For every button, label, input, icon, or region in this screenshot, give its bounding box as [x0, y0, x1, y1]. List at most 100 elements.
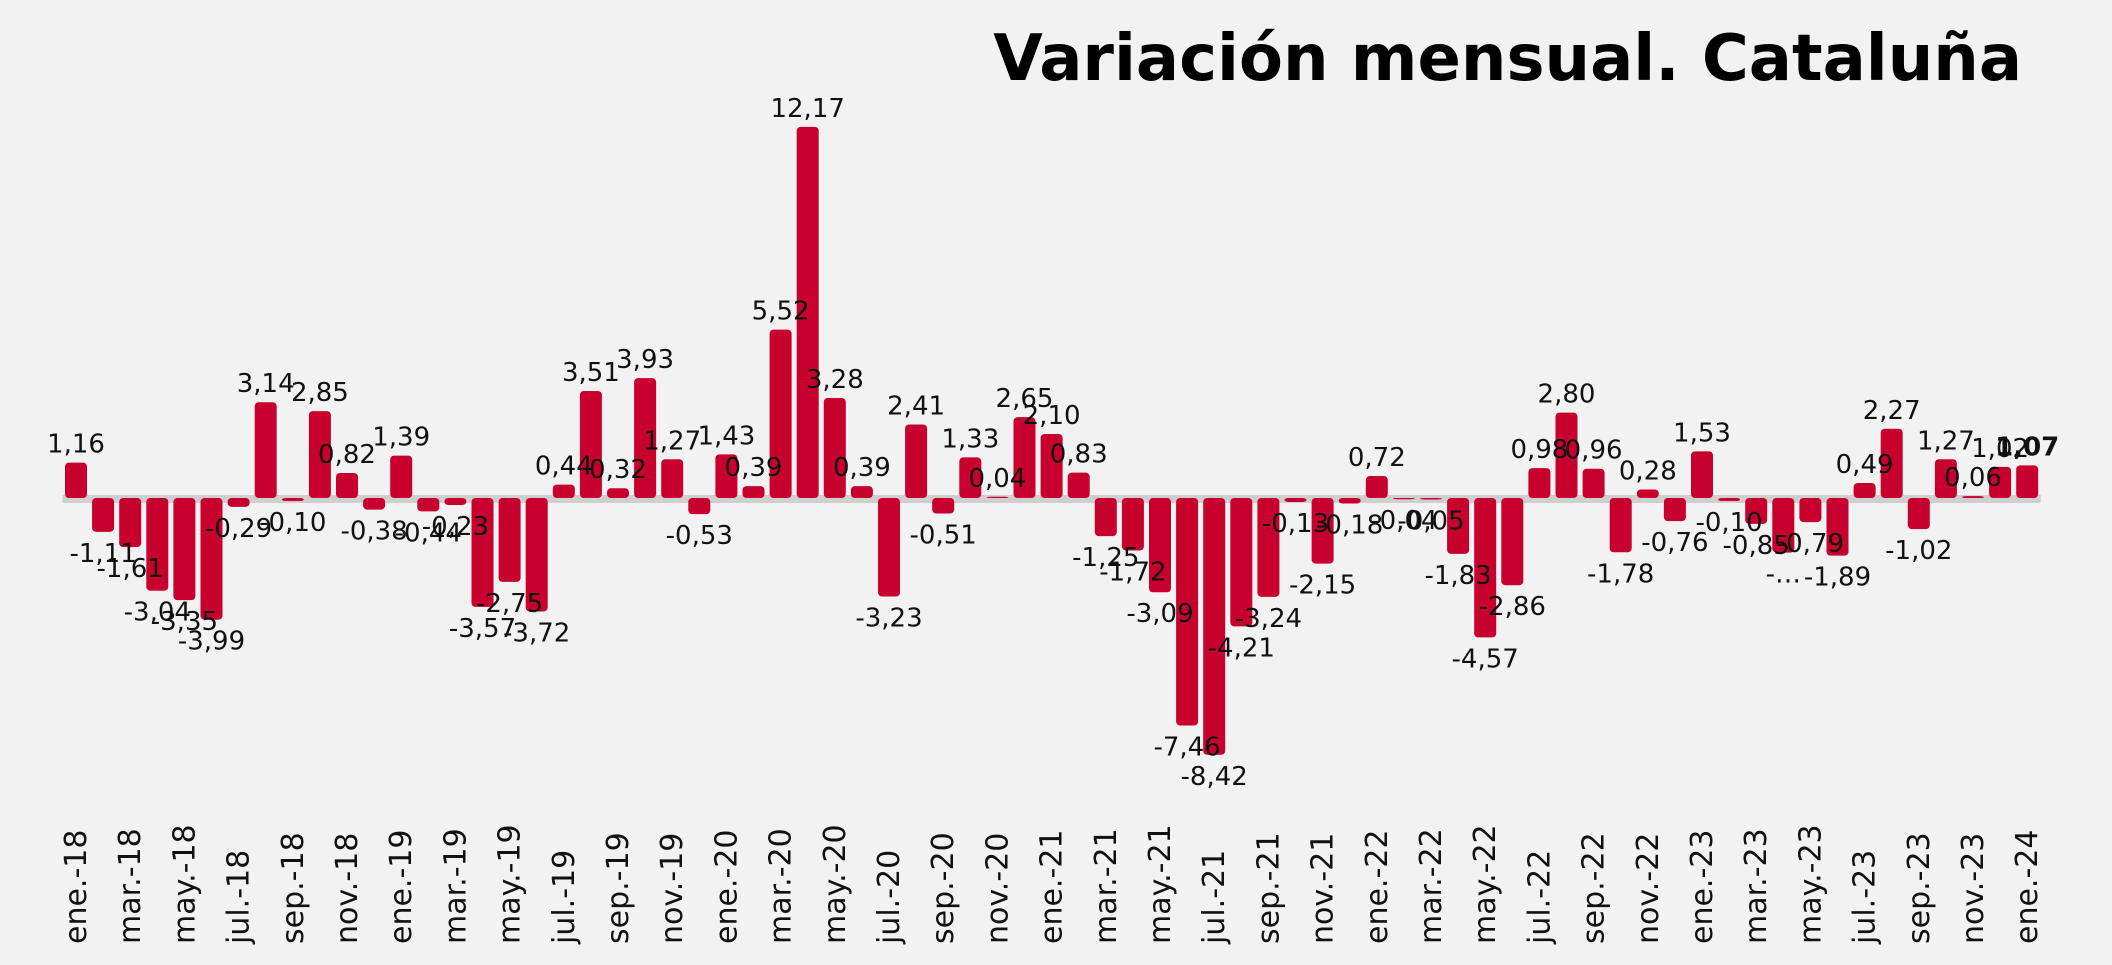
x-tick-label-jul.-21: jul.-21 — [1197, 850, 1232, 945]
bar-dic.-23 — [1989, 466, 2012, 498]
value-label-mar.-21: -1,25 — [1072, 543, 1139, 573]
bar-ene.-22 — [1365, 476, 1388, 498]
bar-jun.-21 — [1176, 498, 1199, 726]
bar-oct.-18 — [308, 411, 331, 498]
value-label-sep.-20: -0,51 — [910, 521, 977, 551]
bar-abr.-20 — [796, 126, 819, 498]
bar-jun.-18 — [200, 498, 223, 620]
value-label-sep.-23: -1,02 — [1885, 536, 1952, 566]
value-label-may.-22: -4,57 — [1452, 644, 1519, 674]
x-tick-label-nov.-23: nov.-23 — [1956, 833, 1991, 944]
x-tick-label-jul.-18: jul.-18 — [222, 850, 257, 945]
bar-feb.-23 — [1718, 498, 1741, 502]
value-label-jul.-18: -0,29 — [205, 514, 272, 544]
value-label-ago.-23: 2,27 — [1863, 396, 1921, 426]
value-label-mar.-20: 5,52 — [752, 297, 810, 327]
value-label-sep.-19: 0,32 — [589, 455, 647, 485]
bar-nov.-21 — [1311, 498, 1334, 564]
value-label-mar.-19: -0,23 — [422, 512, 489, 542]
value-label-dic.-20: 2,65 — [996, 384, 1054, 414]
value-label-oct.-23: 1,27 — [1917, 426, 1975, 456]
x-tick-label-sep.-23: sep.-23 — [1902, 832, 1937, 944]
value-label-jul.-19: 0,44 — [535, 452, 593, 482]
value-label-jul.-21: -8,42 — [1181, 762, 1248, 792]
x-tick-label-may.-18: may.-18 — [167, 824, 202, 944]
bar-nov.-23 — [1962, 496, 1984, 498]
bar-nov.-18 — [336, 472, 358, 498]
bar-ago.-20 — [905, 424, 928, 498]
bar-nov.-22 — [1636, 489, 1659, 498]
value-label-jun.-21: -7,46 — [1153, 733, 1220, 763]
bar-ago.-22 — [1555, 412, 1578, 498]
value-label-abr.-23: -… — [1766, 560, 1801, 590]
value-label-sep.-22: 0,96 — [1565, 436, 1623, 466]
bar-jul.-19 — [552, 484, 575, 498]
value-label-ago.-18: 3,14 — [237, 369, 295, 399]
bar-oct.-22 — [1609, 498, 1632, 553]
bar-ene.-18 — [65, 462, 87, 498]
value-label-dic.-19: -0,53 — [666, 521, 733, 551]
value-label-jun.-22: -2,86 — [1479, 592, 1546, 622]
bar-feb.-18 — [92, 498, 115, 532]
value-label-jun.-18: -3,99 — [178, 627, 245, 657]
bar-mar.-20 — [769, 329, 792, 498]
x-tick-label-sep.-20: sep.-20 — [926, 832, 961, 944]
value-label-oct.-19: 3,93 — [616, 345, 674, 375]
value-label-jul.-20: -3,23 — [855, 604, 922, 634]
bar-feb.-21 — [1067, 472, 1090, 498]
x-tick-label-sep.-21: sep.-21 — [1251, 832, 1286, 944]
x-tick-label-jul.-22: jul.-22 — [1522, 850, 1557, 945]
bar-jul.-18 — [227, 498, 250, 507]
value-label-ene.-18: 1,16 — [47, 430, 105, 460]
bar-jun.-20 — [850, 486, 873, 498]
x-tick-label-ene.-18: ene.-18 — [59, 830, 94, 944]
x-tick-label-ene.-19: ene.-19 — [384, 830, 419, 944]
value-label-abr.-20: 12,17 — [770, 94, 844, 124]
value-label-may.-23: -0,79 — [1777, 529, 1844, 559]
x-tick-label-mar.-21: mar.-21 — [1089, 828, 1124, 944]
bar-mar.-21 — [1094, 498, 1117, 537]
bar-sep.-18 — [281, 498, 304, 502]
bar-sep.-20 — [932, 498, 955, 514]
x-tick-label-ene.-20: ene.-20 — [709, 830, 744, 944]
bar-may.-20 — [823, 397, 846, 498]
bar-oct.-19 — [634, 378, 657, 498]
value-label-abr.-18: -3,04 — [124, 598, 191, 628]
x-tick-label-nov.-20: nov.-20 — [980, 833, 1015, 944]
x-tick-label-ene.-24: ene.-24 — [2010, 830, 2045, 944]
bar-dic.-20 — [1013, 417, 1036, 498]
bar-jun.-22 — [1501, 498, 1524, 586]
value-label-dic.-22: -0,76 — [1641, 528, 1708, 558]
value-label-may.-19: -2,75 — [476, 589, 543, 619]
value-label-nov.-18: 0,82 — [318, 440, 376, 470]
bar-sep.-23 — [1907, 498, 1930, 530]
bar-nov.-20 — [986, 496, 1009, 498]
bar-may.-23 — [1799, 498, 1822, 523]
value-label-feb.-19: -0,44 — [395, 518, 462, 548]
value-label-nov.-21: -2,15 — [1289, 571, 1356, 601]
value-label-ene.-19: 1,39 — [372, 423, 430, 453]
value-label-jun.-19: -3,72 — [503, 618, 570, 648]
bar-feb.-20 — [742, 486, 765, 498]
value-label-sep.-21: -3,24 — [1235, 604, 1302, 634]
x-tick-label-may.-21: may.-21 — [1143, 824, 1178, 944]
x-tick-label-nov.-22: nov.-22 — [1631, 833, 1666, 944]
value-label-may.-21: -3,09 — [1126, 599, 1193, 629]
value-label-nov.-19: 1,27 — [643, 426, 701, 456]
x-tick-label-nov.-19: nov.-19 — [655, 833, 690, 944]
bar-mar.-19 — [444, 498, 467, 506]
bar-oct.-21 — [1284, 498, 1307, 502]
x-tick-label-mar.-20: mar.-20 — [764, 828, 799, 944]
x-tick-label-sep.-22: sep.-22 — [1577, 832, 1612, 944]
bar-ago.-19 — [579, 390, 602, 498]
x-tick-label-ene.-22: ene.-22 — [1360, 830, 1395, 944]
value-label-ene.-23: 1,53 — [1673, 418, 1731, 448]
bar-sep.-22 — [1582, 468, 1605, 498]
bar-jul.-20 — [878, 498, 900, 597]
bar-sep.-19 — [607, 488, 629, 498]
bar-abr.-22 — [1447, 498, 1470, 554]
bar-feb.-19 — [417, 498, 440, 512]
bar-abr.-19 — [471, 498, 494, 607]
x-tick-label-may.-19: may.-19 — [493, 824, 528, 944]
